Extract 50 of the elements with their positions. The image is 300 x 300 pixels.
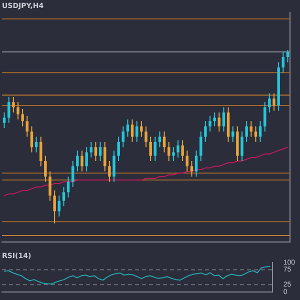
candlestick: [44, 155, 47, 182]
candlestick: [130, 118, 134, 142]
candlestick: [2, 112, 6, 129]
candlestick: [85, 146, 88, 172]
candlestick: [90, 141, 93, 158]
candlestick: [80, 150, 84, 172]
candlestick: [140, 120, 143, 138]
candlestick: [167, 141, 170, 162]
candlestick: [208, 115, 212, 132]
candlestick: [108, 160, 111, 182]
candlestick: [181, 140, 184, 162]
candlestick: [117, 136, 120, 162]
candlestick: [222, 106, 226, 132]
candlestick: [53, 190, 56, 224]
candlestick: [12, 96, 15, 113]
candlestick: [71, 160, 74, 188]
candlestick: [39, 136, 42, 167]
candlestick: [48, 170, 52, 202]
candlestick: [176, 140, 180, 158]
candlestick: [112, 150, 116, 182]
candlestick: [245, 120, 248, 142]
candlestick: [26, 115, 29, 138]
candlestick: [158, 131, 162, 148]
candlestick: [199, 131, 202, 162]
candlestick: [62, 186, 66, 207]
candlestick: [126, 118, 130, 138]
candlestick: [204, 120, 207, 142]
candlestick: [172, 146, 175, 162]
candlestick: [154, 136, 157, 162]
candlestick: [144, 126, 148, 148]
candlestick: [240, 131, 244, 162]
candlestick: [21, 108, 24, 127]
candlestick: [16, 102, 20, 120]
candlestick: [272, 92, 276, 112]
candlestick: [162, 131, 166, 153]
candlestick: [194, 150, 198, 178]
candlestick: [268, 92, 271, 113]
candlestick: [98, 141, 102, 162]
candlestick: [190, 160, 194, 178]
candlestick: [122, 126, 125, 148]
candlestick: [218, 112, 221, 132]
candlestick: [282, 51, 285, 74]
candlestick: [213, 112, 216, 127]
candlestick: [76, 150, 79, 172]
candlestick: [149, 136, 152, 162]
candlestick: [263, 102, 266, 132]
candlestick: [94, 141, 98, 162]
candlestick: [7, 96, 10, 124]
candlestick: [30, 126, 34, 153]
candlestick: [103, 141, 106, 172]
